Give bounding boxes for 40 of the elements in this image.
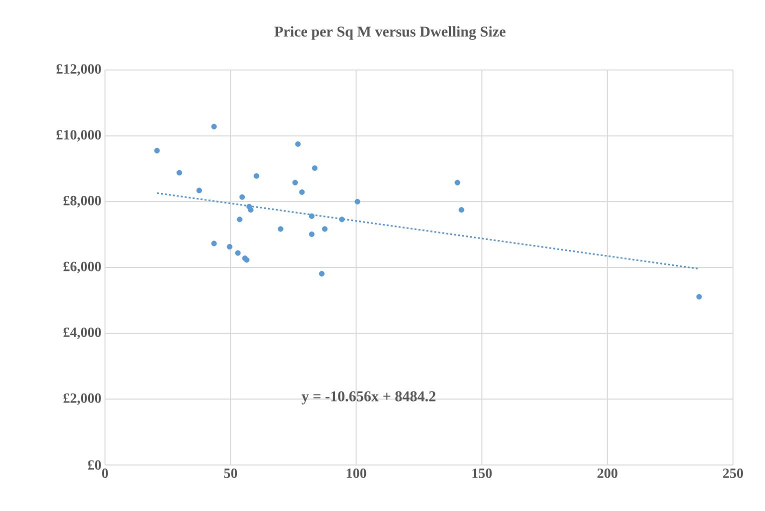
- point: [696, 294, 702, 300]
- x-tick-label: 150: [472, 468, 492, 478]
- point: [458, 207, 464, 213]
- y-tick-label: £4,000: [64, 328, 101, 340]
- point: [339, 216, 345, 222]
- y-tick-label: £6,000: [64, 262, 101, 274]
- point: [226, 244, 232, 250]
- point: [322, 226, 328, 232]
- point: [354, 198, 360, 204]
- point: [211, 124, 217, 130]
- y-tick-label: £10,000: [56, 130, 101, 142]
- x-tick-label: 250: [723, 468, 743, 478]
- point: [176, 170, 182, 176]
- y-tick-label: £0: [88, 460, 101, 470]
- point: [312, 165, 318, 171]
- x-tick-label: 0: [102, 468, 108, 478]
- y-tick-label: £8,000: [64, 196, 101, 208]
- y-tick-label: £2,000: [64, 393, 101, 405]
- point: [236, 216, 242, 222]
- point: [299, 189, 305, 195]
- chart-title: Price per Sq M versus Dwelling Size: [274, 26, 506, 40]
- x-tick-label: 100: [346, 468, 366, 478]
- point: [239, 194, 245, 200]
- x-tick-label: 50: [224, 468, 238, 478]
- point: [318, 270, 325, 277]
- point: [278, 226, 284, 232]
- point: [248, 207, 254, 213]
- point: [254, 173, 260, 179]
- x-tick-label: 200: [597, 468, 618, 478]
- point: [295, 141, 301, 147]
- point: [235, 250, 241, 256]
- point: [308, 231, 315, 238]
- point: [211, 240, 217, 246]
- point: [196, 188, 202, 194]
- annotation: y = -10.656x + 8484.2: [302, 391, 436, 404]
- point: [308, 213, 315, 219]
- point: [292, 180, 298, 186]
- y-tick-label: £12,000: [56, 64, 101, 76]
- point: [154, 148, 160, 154]
- point: [454, 180, 460, 186]
